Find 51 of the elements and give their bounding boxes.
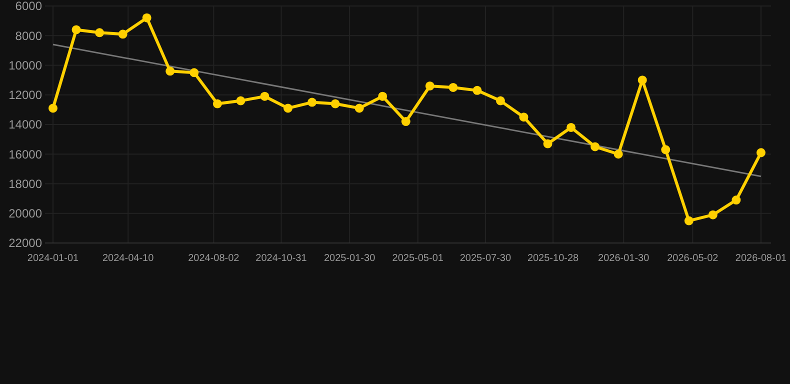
point (425, 81, 434, 90)
point (72, 25, 81, 34)
point (732, 196, 741, 205)
point (260, 92, 270, 101)
point (142, 13, 152, 22)
point (638, 76, 647, 85)
y-tick-label: 8000 (15, 28, 42, 43)
point (401, 117, 410, 126)
y-tick-label: 6000 (15, 0, 42, 14)
point (472, 86, 482, 95)
y-tick-label: 20000 (8, 206, 42, 221)
point (543, 139, 552, 148)
point (684, 216, 694, 226)
x-tick-label: 2025-10-28 (527, 253, 580, 264)
y-tick-label: 12000 (8, 88, 42, 102)
x-tick-label: 2024-04-10 (102, 253, 154, 264)
point (496, 96, 505, 106)
y-tick-label: 14000 (8, 118, 42, 132)
point (614, 150, 623, 159)
point (118, 30, 128, 39)
y-tick-label: 16000 (8, 147, 42, 162)
point (566, 122, 576, 132)
point (308, 98, 317, 107)
y-tick-label: 18000 (8, 176, 42, 191)
point (354, 104, 364, 113)
point (756, 148, 766, 158)
x-tick-label: 2024-10-31 (256, 253, 308, 264)
point (330, 99, 340, 108)
point (48, 104, 58, 113)
x-tick-label: 2025-05-01 (392, 253, 444, 264)
x-tick-label: 2024-01-01 (27, 253, 80, 264)
y-tick-label: 22000 (8, 236, 42, 250)
point (708, 210, 718, 220)
y-tick-label: 10000 (8, 58, 42, 72)
point (212, 99, 222, 108)
point (519, 112, 528, 122)
point (590, 142, 600, 152)
point (190, 68, 199, 78)
point (95, 28, 104, 38)
x-tick-label: 2024-08-02 (188, 253, 240, 264)
x-tick-label: 2026-01-30 (598, 253, 650, 264)
point (378, 92, 388, 101)
x-tick-label: 2025-01-30 (324, 253, 376, 264)
x-tick-label: 2025-07-30 (460, 253, 512, 264)
point (284, 104, 292, 113)
x-tick-label: 2026-05-02 (667, 253, 719, 264)
point (448, 82, 458, 92)
point (236, 96, 246, 106)
point (166, 66, 175, 76)
x-tick-label: 2026-08-01 (735, 253, 788, 264)
point (661, 145, 670, 154)
